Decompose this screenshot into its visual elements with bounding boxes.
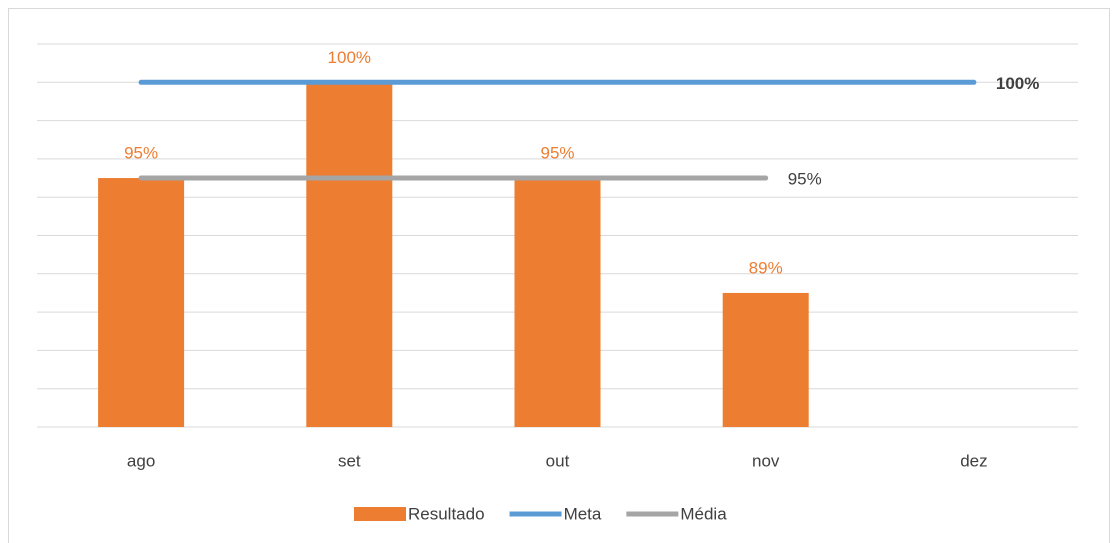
x-tick-label: set [338, 451, 361, 470]
data-label: 89% [749, 258, 783, 277]
legend-swatch [354, 507, 406, 521]
bar [514, 178, 601, 427]
legend-label: Resultado [408, 504, 485, 523]
x-tick-label: ago [127, 451, 155, 470]
data-label: 95% [540, 144, 574, 163]
data-label: 95% [124, 144, 158, 163]
bar [306, 82, 393, 428]
bar [98, 178, 185, 427]
legend-label: Média [680, 504, 727, 523]
data-label: 100% [328, 48, 371, 67]
data-label: 100% [996, 74, 1039, 93]
data-label: 95% [788, 170, 822, 189]
bar [722, 292, 809, 427]
x-tick-label: dez [960, 451, 987, 470]
x-tick-label: out [546, 451, 570, 470]
legend-label: Meta [564, 504, 602, 523]
x-tick-label: nov [752, 451, 780, 470]
